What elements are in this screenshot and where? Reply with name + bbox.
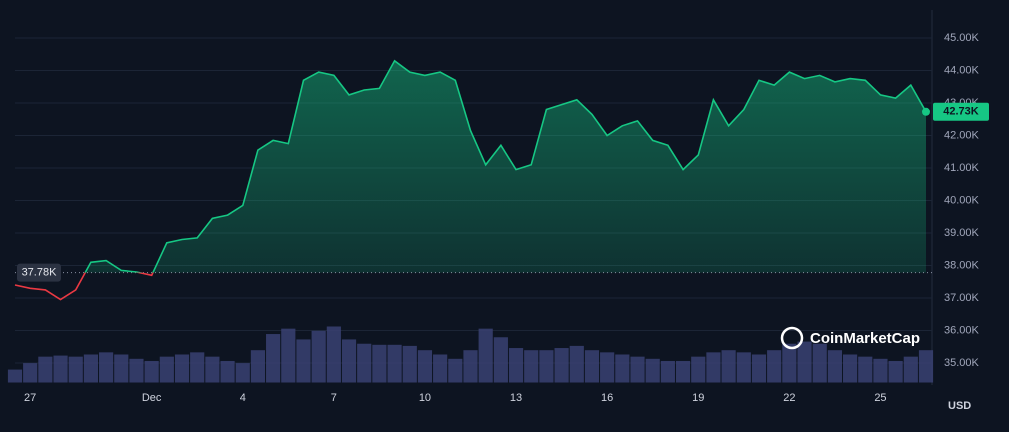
- y-tick-label: 37.00K: [944, 292, 980, 304]
- volume-bar: [767, 350, 782, 383]
- volume-bar: [660, 360, 675, 383]
- volume-bar: [751, 354, 767, 383]
- volume-bar: [797, 341, 812, 383]
- volume-bar: [417, 350, 433, 383]
- volume-bar: [250, 350, 266, 383]
- volume-bar: [266, 334, 281, 383]
- currency-label: USD: [948, 400, 971, 412]
- volume-bar: [235, 363, 250, 383]
- volume-bar: [888, 360, 903, 383]
- x-tick-label: 13: [510, 392, 522, 404]
- y-tick-label: 38.00K: [944, 259, 980, 271]
- x-tick-label: 7: [331, 392, 337, 404]
- volume-bar: [569, 345, 584, 383]
- volume-bar: [326, 326, 341, 383]
- volume-bar: [903, 356, 918, 383]
- x-tick-label: 4: [240, 392, 246, 404]
- volume-bar: [918, 350, 934, 383]
- y-tick-label: 36.00K: [944, 324, 980, 336]
- volume-bar: [493, 337, 508, 383]
- volume-bar: [630, 356, 645, 383]
- volume-bar: [433, 354, 448, 383]
- volume-bar: [827, 350, 842, 383]
- logo: CoinMarketCap: [780, 326, 920, 350]
- volume-bar: [463, 350, 478, 383]
- volume-bar: [99, 352, 114, 383]
- volume-bar: [873, 358, 888, 383]
- volume-bar: [812, 343, 827, 383]
- x-tick-label: 19: [692, 392, 704, 404]
- volume-bar: [782, 343, 797, 383]
- y-tick-label: 45.00K: [944, 32, 980, 44]
- volume-bar: [721, 350, 736, 383]
- volume-bar: [402, 345, 417, 383]
- volume-bar: [478, 328, 493, 383]
- price-area: [85, 60, 926, 273]
- x-tick-label: 27: [24, 392, 36, 404]
- volume-bar: [23, 363, 38, 383]
- y-tick-label: 41.00K: [944, 162, 980, 174]
- volume-bar: [858, 356, 873, 383]
- volume-bar: [114, 354, 129, 383]
- volume-bar: [205, 356, 220, 383]
- volume-bar: [159, 356, 174, 383]
- volume-bar: [68, 356, 83, 383]
- volume-bar: [341, 339, 357, 383]
- volume-bar: [387, 344, 402, 383]
- volume-bar: [736, 352, 751, 383]
- volume-bar: [311, 330, 326, 383]
- volume-bar: [220, 360, 235, 383]
- volume-bar: [706, 352, 721, 383]
- x-tick-label: 10: [419, 392, 431, 404]
- volume-bar: [7, 369, 23, 383]
- logo-icon: [780, 326, 804, 350]
- volume-bar: [584, 350, 600, 383]
- volume-bar: [675, 360, 691, 383]
- x-tick-label: 16: [601, 392, 613, 404]
- price-line: [84, 59, 927, 273]
- y-tick-label: 44.00K: [944, 64, 980, 76]
- volume-bar: [645, 358, 660, 383]
- x-tick-label: Dec: [142, 392, 162, 404]
- x-tick-label: 25: [874, 392, 886, 404]
- y-tick-label: 40.00K: [944, 194, 980, 206]
- volume-bar: [691, 356, 706, 383]
- volume-bar: [129, 358, 144, 383]
- volume-bar: [174, 354, 190, 383]
- y-tick-label: 35.00K: [944, 357, 980, 369]
- volume-bar: [144, 360, 159, 383]
- volume-bar: [281, 328, 296, 383]
- volume-bar: [448, 358, 463, 383]
- volume-bar: [554, 348, 569, 383]
- volume-bar: [600, 352, 615, 383]
- volume-bar: [524, 350, 539, 383]
- volume-bar: [372, 344, 387, 383]
- volume-bar: [296, 339, 311, 383]
- watermark: CoinMarketCap: [810, 330, 920, 347]
- volume-bar: [842, 354, 858, 383]
- baseline-label: 37.78K: [22, 267, 58, 279]
- volume-bar: [508, 348, 524, 383]
- volume-bar: [83, 354, 99, 383]
- y-tick-label: 39.00K: [944, 227, 980, 239]
- y-tick-label: 42.00K: [944, 129, 980, 141]
- volume-bar: [615, 354, 630, 383]
- volume-bar: [539, 350, 554, 383]
- x-tick-label: 22: [783, 392, 795, 404]
- volume-bar: [190, 352, 205, 383]
- price-tag: [933, 102, 989, 121]
- price-tag-label: 42.73K: [943, 106, 979, 118]
- last-point: [922, 107, 930, 116]
- volume-bar: [53, 355, 68, 383]
- baseline-tag: [17, 263, 61, 282]
- volume-bar: [38, 356, 53, 383]
- volume-bar: [357, 343, 372, 383]
